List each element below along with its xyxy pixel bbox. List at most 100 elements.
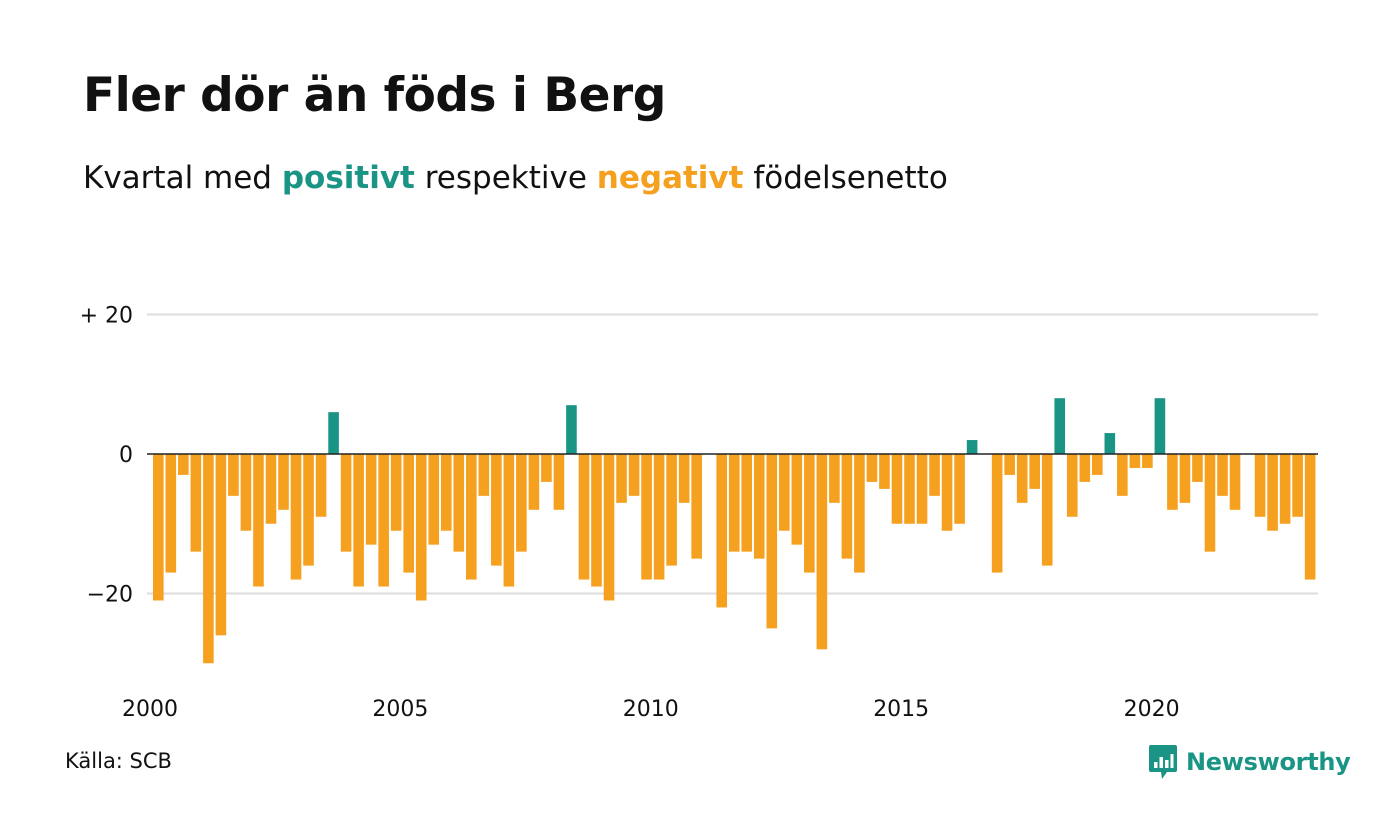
y-tick-label: + 20	[80, 304, 133, 329]
bar	[879, 454, 890, 489]
bar	[328, 412, 339, 454]
bar	[278, 454, 289, 510]
bar	[553, 454, 565, 510]
bar	[854, 454, 865, 573]
bar	[466, 454, 477, 580]
bar	[240, 454, 252, 531]
bar	[954, 454, 965, 524]
bar	[728, 454, 740, 552]
subtitle-negative-word: negativt	[596, 160, 744, 196]
bar	[516, 454, 527, 552]
bar	[178, 454, 189, 475]
y-tick-label: 0	[119, 443, 133, 468]
bar	[1192, 454, 1203, 482]
bar	[1041, 454, 1053, 566]
bar	[1204, 454, 1216, 552]
bar	[1167, 454, 1178, 510]
bar	[190, 454, 202, 552]
x-tick-label: 2000	[122, 697, 178, 722]
bar	[791, 454, 803, 545]
bar	[716, 454, 727, 608]
bar	[829, 454, 840, 503]
bar	[1004, 454, 1015, 475]
bar	[1079, 454, 1091, 482]
y-tick-label: −20	[87, 583, 133, 608]
x-tick-label: 2010	[623, 697, 679, 722]
bar	[816, 454, 828, 650]
bar	[766, 454, 778, 629]
bar	[904, 454, 915, 524]
subtitle-middle: respektive	[414, 160, 597, 196]
bar	[390, 454, 402, 531]
subtitle-suffix: födelsenetto	[743, 160, 948, 196]
bar	[503, 454, 515, 587]
bar	[941, 454, 953, 531]
bar	[1129, 454, 1141, 468]
bar	[228, 454, 239, 496]
bar	[453, 454, 465, 552]
bar	[1029, 454, 1040, 489]
bar	[616, 454, 627, 503]
x-tick-label: 2005	[372, 697, 428, 722]
bar	[566, 405, 577, 454]
bar	[403, 454, 414, 573]
bar	[891, 454, 903, 524]
bar	[1092, 454, 1103, 475]
bar	[528, 454, 540, 510]
bar	[591, 454, 602, 587]
y-axis-tick-labels: + 20 0 −20	[80, 304, 133, 608]
bar	[779, 454, 790, 531]
bar	[491, 454, 502, 566]
bar	[1142, 454, 1153, 468]
bar	[315, 454, 327, 517]
bar	[1279, 454, 1291, 524]
bar	[841, 454, 853, 559]
bars	[153, 398, 1316, 664]
bar	[578, 454, 590, 580]
bar	[691, 454, 702, 559]
bar	[741, 454, 753, 552]
bar	[753, 454, 765, 559]
x-tick-label: 2015	[873, 697, 929, 722]
bar	[603, 454, 615, 601]
bar	[1254, 454, 1266, 517]
bar	[428, 454, 440, 545]
bar	[966, 440, 978, 454]
bar	[1304, 454, 1316, 580]
bar	[991, 454, 1003, 573]
bar	[440, 454, 452, 531]
bar	[641, 454, 652, 580]
bar	[628, 454, 640, 496]
bar	[1154, 398, 1166, 454]
subtitle-positive-word: positivt	[281, 160, 415, 196]
bar	[1229, 454, 1241, 510]
bar	[303, 454, 314, 566]
bar	[916, 454, 928, 524]
bar	[541, 454, 552, 482]
bar	[1217, 454, 1228, 496]
x-tick-label: 2020	[1124, 697, 1180, 722]
bar	[415, 454, 427, 601]
bar	[666, 454, 677, 566]
bar	[253, 454, 264, 587]
bar	[165, 454, 177, 573]
bar	[678, 454, 690, 503]
subtitle-prefix: Kvartal med	[83, 160, 282, 196]
bar	[929, 454, 940, 496]
bar	[866, 454, 878, 482]
bar	[365, 454, 377, 545]
chart-subtitle: Kvartal med positivt respektive negativt…	[83, 160, 948, 196]
brand-name: Newsworthy	[1186, 748, 1351, 776]
brand-logo: Newsworthy	[1148, 743, 1351, 781]
bar	[1292, 454, 1303, 517]
bar	[1104, 433, 1116, 454]
bar	[1267, 454, 1278, 531]
bar	[1117, 454, 1128, 496]
chart-title: Fler dör än föds i Berg	[83, 68, 666, 123]
bar	[1054, 398, 1066, 454]
bar	[340, 454, 352, 552]
bar	[215, 454, 227, 636]
gridlines	[147, 313, 1318, 595]
bar	[1016, 454, 1028, 503]
